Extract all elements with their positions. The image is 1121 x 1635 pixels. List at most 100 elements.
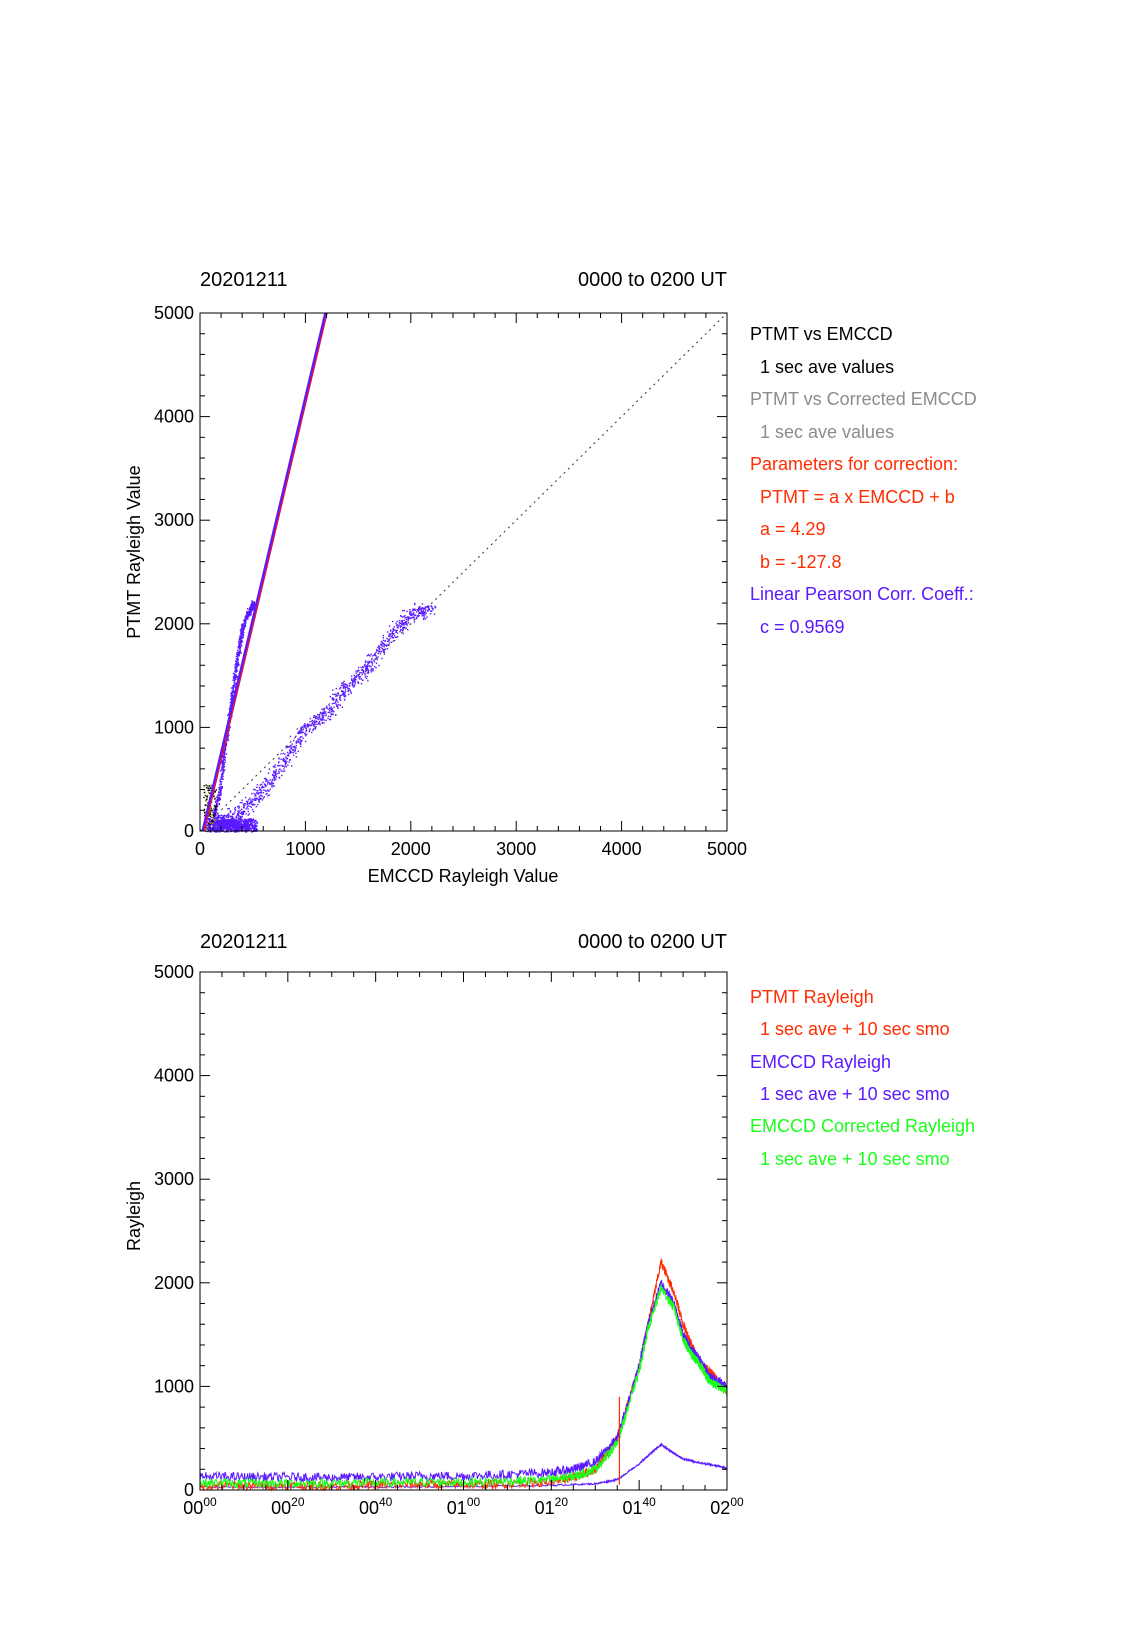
scatter-point	[223, 826, 225, 828]
scatter-point	[295, 744, 298, 747]
scatter-point	[224, 748, 227, 750]
scatter-point	[263, 796, 266, 798]
scatter-point	[342, 687, 345, 689]
scatter-point	[233, 676, 236, 678]
scatter-point	[425, 609, 427, 611]
scatter-point	[272, 774, 274, 777]
scatter-point	[210, 827, 213, 829]
scatter-point	[317, 716, 319, 718]
series-line-1	[199, 1279, 728, 1484]
scatter-point	[338, 688, 341, 690]
scatter-point	[288, 759, 291, 761]
scatter-point	[366, 655, 369, 657]
scatter-point	[257, 790, 259, 792]
scatter-point	[208, 817, 211, 820]
scatter-point	[342, 683, 345, 685]
scatter-point	[247, 618, 249, 620]
scatter-point	[241, 823, 243, 825]
scatter-point-corrected	[210, 819, 212, 821]
scatter-point	[249, 801, 252, 804]
scatter-point	[268, 790, 270, 792]
scatter-point	[323, 712, 326, 715]
scatter-point	[407, 617, 409, 619]
scatter-point	[365, 666, 367, 668]
scatter-point	[329, 711, 331, 714]
scatter-point	[231, 817, 234, 819]
scatter-point	[224, 749, 226, 751]
scatter-point	[234, 827, 237, 829]
scatter-point	[228, 727, 231, 729]
series-line-3	[199, 1442, 728, 1489]
scatter-point	[249, 819, 252, 822]
scatter-point	[247, 820, 250, 822]
scatter-point-corrected	[206, 798, 208, 800]
scatter-point-corrected	[206, 785, 209, 787]
scatter-point	[295, 742, 298, 744]
scatter-point-corrected	[207, 822, 210, 825]
scatter-point	[281, 764, 283, 767]
scatter-point	[235, 655, 238, 658]
scatter-point	[244, 824, 247, 826]
scatter-point	[325, 713, 327, 715]
scatter-point	[240, 644, 243, 647]
scatter-point	[208, 829, 211, 831]
scatter-point	[223, 817, 226, 819]
scatter-point	[222, 824, 225, 827]
scatter-point	[370, 666, 372, 668]
scatter-point	[380, 650, 382, 653]
scatter-point-corrected	[209, 787, 212, 789]
scatter-point	[230, 818, 233, 820]
scatter-point	[238, 823, 240, 825]
scatter-point	[255, 799, 257, 801]
scatter-point	[240, 639, 243, 641]
scatter-point	[314, 726, 317, 729]
scatter-point	[388, 635, 390, 637]
scatter-point	[251, 830, 254, 833]
scatter-point	[223, 769, 226, 771]
scatter-point	[235, 820, 237, 822]
scatter-point	[357, 673, 359, 676]
chart2-y-axis-label: Rayleigh	[124, 1181, 144, 1251]
scatter-point	[218, 802, 221, 805]
fit-line-blue	[201, 312, 328, 832]
y-tick-label: 3000	[154, 1169, 194, 1189]
scatter-point	[233, 813, 235, 815]
scatter-point	[219, 779, 222, 781]
scatter-point	[330, 711, 333, 713]
scatter-point	[239, 821, 241, 823]
scatter-point	[253, 824, 255, 827]
scatter-point	[308, 724, 311, 726]
scatter-point	[248, 829, 250, 832]
scatter-point	[378, 647, 381, 649]
scatter-point	[239, 825, 242, 828]
scatter-point	[298, 741, 300, 744]
scatter-point	[219, 784, 221, 786]
scatter-point-corrected	[207, 815, 210, 817]
scatter-point-corrected	[214, 818, 216, 821]
scatter-point	[343, 683, 346, 685]
scatter-point	[260, 794, 262, 797]
scatter-point	[304, 724, 306, 727]
scatter-point	[234, 811, 236, 813]
scatter-point	[433, 613, 436, 615]
scatter-point	[275, 770, 277, 773]
y-tick-label: 3000	[154, 510, 194, 530]
scatter-point	[216, 808, 218, 811]
scatter-point	[246, 614, 248, 617]
scatter-point	[339, 696, 341, 698]
scatter-point	[222, 773, 224, 775]
scatter-point	[424, 611, 426, 613]
scatter-point	[251, 603, 253, 605]
scatter-point	[376, 658, 378, 661]
scatter-point	[237, 654, 239, 657]
scatter-point	[217, 794, 219, 797]
scatter-point	[229, 706, 231, 708]
scatter-point	[221, 764, 224, 767]
scatter-point	[284, 763, 287, 765]
scatter-point	[321, 708, 323, 711]
scatter-point	[278, 757, 280, 759]
scatter-point	[228, 828, 231, 830]
scatter-point	[239, 812, 241, 815]
scatter-point	[341, 694, 343, 696]
scatter-point	[357, 681, 359, 683]
